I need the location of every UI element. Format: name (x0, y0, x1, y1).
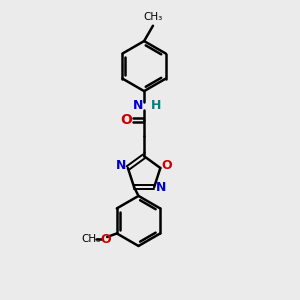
Text: O: O (100, 233, 111, 246)
Text: N: N (155, 181, 166, 194)
Text: N: N (133, 99, 143, 112)
Text: CH₃: CH₃ (143, 12, 163, 22)
Text: N: N (116, 159, 127, 172)
Text: O: O (121, 113, 132, 127)
Text: CH₃: CH₃ (81, 234, 101, 244)
Text: H: H (151, 99, 161, 112)
Text: O: O (161, 158, 172, 172)
